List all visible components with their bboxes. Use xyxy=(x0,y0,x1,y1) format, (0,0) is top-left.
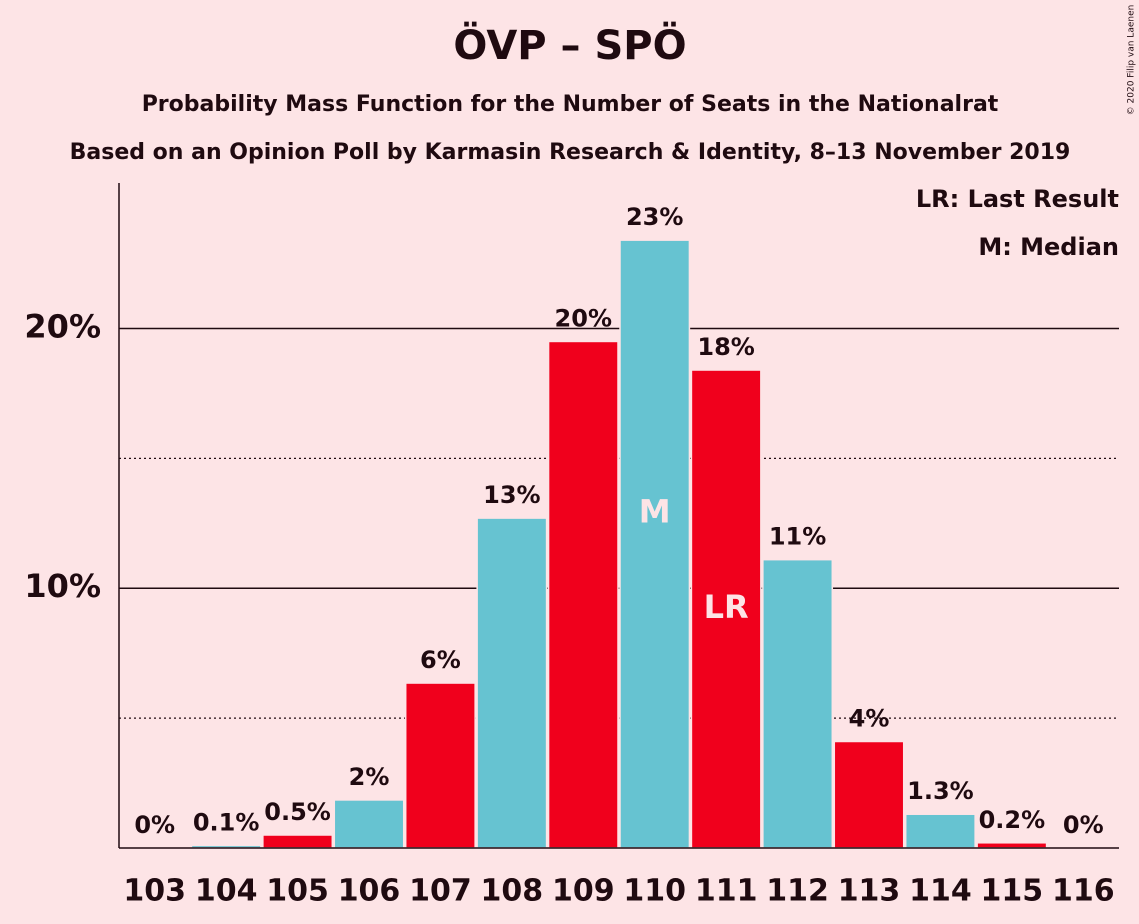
x-tick-label: 104 xyxy=(195,874,258,909)
x-tick-label: 109 xyxy=(552,874,615,909)
y-tick-label: 20% xyxy=(24,307,101,345)
x-tick-label: 112 xyxy=(766,874,829,909)
value-label: 23% xyxy=(626,203,683,231)
legend-entry: M: Median xyxy=(978,233,1119,261)
x-tick-label: 110 xyxy=(623,874,686,909)
x-tick-label: 115 xyxy=(981,874,1044,909)
value-label: 0.2% xyxy=(979,806,1046,834)
value-label: 2% xyxy=(349,763,390,791)
value-label: 13% xyxy=(483,481,540,509)
x-tick-label: 116 xyxy=(1052,874,1115,909)
x-tick-label: 107 xyxy=(409,874,472,909)
x-tick-label: 114 xyxy=(909,874,972,909)
value-label: 1.3% xyxy=(907,777,974,805)
value-label: 4% xyxy=(849,704,890,732)
value-label: 0% xyxy=(1063,811,1104,839)
bar xyxy=(833,740,905,849)
chart-subtitle: Probability Mass Function for the Number… xyxy=(142,92,999,117)
bar xyxy=(762,558,834,849)
bar xyxy=(404,682,476,849)
bar xyxy=(690,369,762,849)
bar-annotation: LR xyxy=(704,588,749,626)
bar xyxy=(976,842,1048,849)
x-tick-label: 106 xyxy=(338,874,401,909)
x-tick-label: 105 xyxy=(266,874,329,909)
value-label: 0.5% xyxy=(264,798,331,826)
value-label: 6% xyxy=(420,646,461,674)
legend-entry: LR: Last Result xyxy=(916,185,1119,213)
bar xyxy=(619,239,691,849)
value-label: 20% xyxy=(555,304,612,332)
bar xyxy=(333,799,405,849)
chart-title: ÖVP – SPÖ xyxy=(453,21,686,69)
bar-annotation: M xyxy=(639,493,671,531)
chart-subtitle: Based on an Opinion Poll by Karmasin Res… xyxy=(70,140,1071,165)
bar xyxy=(547,340,619,849)
x-tick-label: 103 xyxy=(123,874,186,909)
value-label: 0% xyxy=(134,811,175,839)
y-tick-label: 10% xyxy=(24,567,101,605)
value-label: 18% xyxy=(697,333,754,361)
value-label: 11% xyxy=(769,523,826,551)
copyright: © 2020 Filip van Laenen xyxy=(1127,5,1137,116)
x-tick-label: 113 xyxy=(838,874,901,909)
bar xyxy=(262,834,334,849)
x-tick-label: 108 xyxy=(481,874,544,909)
value-label: 0.1% xyxy=(193,808,260,836)
bar xyxy=(904,813,976,849)
x-tick-label: 111 xyxy=(695,874,758,909)
bar xyxy=(476,517,548,849)
